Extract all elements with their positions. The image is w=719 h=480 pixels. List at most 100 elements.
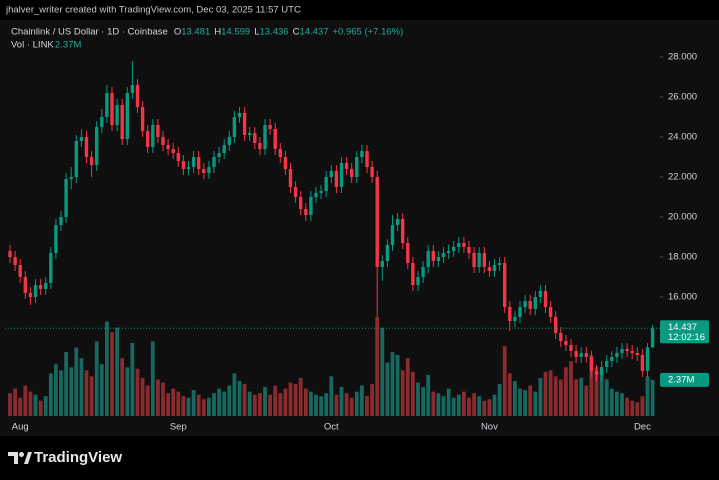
volume-bar [395, 355, 400, 416]
candle-body [202, 169, 206, 173]
candle-body [135, 85, 140, 107]
candle-body [462, 243, 466, 247]
candle-body [258, 143, 262, 149]
candle-body [436, 257, 441, 261]
candle-body [304, 209, 308, 215]
volume-bar [365, 396, 369, 416]
volume-bar [334, 394, 339, 416]
volume-bar [615, 391, 619, 416]
candle-body [49, 253, 53, 283]
volume-bar [125, 367, 130, 416]
volume-title: Vol · LINK [11, 40, 54, 51]
candle-body [33, 285, 38, 297]
volume-label-box [660, 372, 709, 387]
candle-body [543, 291, 548, 307]
volume-bar [589, 355, 594, 416]
volume-bar [502, 345, 507, 416]
candle-body [528, 301, 532, 309]
volume-bar [89, 376, 94, 416]
candle-body [457, 243, 461, 247]
candle-body [640, 355, 645, 371]
volume-bar [268, 394, 272, 416]
volume-bar [171, 388, 176, 416]
volume-bar [43, 396, 48, 416]
volume-bar [156, 379, 160, 416]
volume-bar [528, 385, 533, 416]
volume-bar [344, 393, 349, 416]
last-price-label: 14.437 [668, 322, 697, 333]
volume-bar [242, 384, 247, 416]
candles [8, 61, 655, 381]
candle-body [446, 251, 451, 253]
volume-bar [604, 379, 609, 416]
logo: TradingView [8, 449, 122, 466]
candle-body [554, 317, 558, 333]
candle-body [273, 129, 277, 149]
volume-bar [298, 377, 303, 416]
candle-body [625, 349, 629, 351]
volume-bar [482, 400, 487, 416]
candle-body [171, 149, 175, 153]
volume-bar [548, 370, 553, 416]
logo-text: TradingView [34, 449, 122, 466]
volume-bar [543, 371, 548, 416]
y-tick-label: 22.000 [668, 172, 697, 183]
volume-bar [105, 321, 109, 416]
volume-bar [599, 371, 604, 416]
volume-bar [13, 388, 17, 416]
ohlc-key: H [214, 27, 221, 38]
x-tick-label: Nov [481, 422, 498, 433]
volume-bar [456, 394, 461, 416]
ohlc-value: 13.481 [181, 27, 210, 38]
volume-bar [497, 384, 502, 416]
candle-body [390, 225, 395, 245]
candle-body [197, 157, 201, 169]
candle-body [74, 141, 78, 177]
volume-bar [278, 393, 283, 416]
candle-body [630, 351, 634, 353]
candle-body [594, 371, 599, 375]
volume-bar [558, 379, 563, 416]
candle-body [380, 261, 384, 267]
candle-body [334, 171, 339, 187]
volume-bar [349, 397, 354, 416]
volume-bar [630, 400, 635, 416]
x-tick-label: Oct [324, 422, 339, 433]
volume-bar [640, 396, 645, 416]
candle-body [467, 247, 471, 253]
volume-bar [38, 400, 43, 416]
candle-body [130, 85, 135, 93]
volume-bar [431, 391, 436, 416]
ohlc-value: 14.599 [221, 27, 250, 38]
volume-bar [150, 341, 155, 416]
candle-body [120, 105, 124, 139]
candle-body [146, 131, 150, 147]
volume-bar [222, 391, 227, 416]
candle-body [615, 353, 619, 357]
candle-body [28, 293, 33, 297]
candle-body [411, 263, 415, 285]
volume-bar [99, 364, 104, 416]
volume-bar [247, 391, 252, 416]
candle-body [401, 219, 405, 243]
volume-label: 2.37M [668, 374, 694, 385]
candle-body [125, 93, 129, 139]
candle-body [564, 341, 568, 345]
volume-bar [477, 396, 482, 416]
volume-bar [411, 371, 415, 416]
candle-body [497, 263, 502, 265]
volume-bar [620, 393, 624, 416]
candle-body [207, 167, 211, 173]
candle-body [599, 367, 604, 375]
candle-body [166, 145, 170, 149]
y-tick-label: 28.000 [668, 52, 697, 63]
candle-body [161, 137, 165, 145]
candle-body [278, 149, 282, 157]
candle-body [248, 133, 252, 135]
candle-body [513, 317, 517, 321]
candle-body [584, 353, 588, 357]
y-tick-label: 24.000 [668, 132, 697, 143]
ohlc-value: 14.437 [299, 27, 328, 38]
volume-bar [472, 393, 476, 416]
price-change: +0.965 (+7.16%) [333, 27, 404, 38]
